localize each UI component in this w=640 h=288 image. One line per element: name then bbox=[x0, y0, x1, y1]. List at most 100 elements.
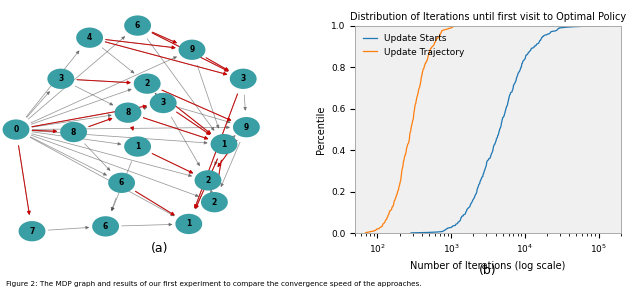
FancyArrowPatch shape bbox=[32, 105, 146, 127]
FancyArrowPatch shape bbox=[31, 57, 177, 123]
Update Trajectory bbox=[411, 108, 419, 111]
FancyArrowPatch shape bbox=[160, 94, 211, 133]
Line: Update Starts: Update Starts bbox=[411, 26, 604, 233]
Circle shape bbox=[92, 216, 119, 236]
Circle shape bbox=[19, 221, 45, 241]
FancyArrowPatch shape bbox=[143, 118, 207, 139]
FancyArrowPatch shape bbox=[32, 114, 111, 127]
Update Starts bbox=[498, 119, 506, 123]
Text: Figure 2: The MDP graph and results of our first experiment to compare the conve: Figure 2: The MDP graph and results of o… bbox=[6, 281, 422, 287]
Legend: Update Starts, Update Trajectory: Update Starts, Update Trajectory bbox=[360, 31, 468, 60]
FancyArrowPatch shape bbox=[197, 65, 219, 128]
Text: 1: 1 bbox=[135, 142, 140, 151]
FancyArrowPatch shape bbox=[26, 51, 79, 117]
Circle shape bbox=[201, 192, 228, 212]
FancyArrowPatch shape bbox=[89, 118, 112, 127]
Circle shape bbox=[108, 173, 135, 193]
FancyArrowPatch shape bbox=[28, 37, 125, 119]
Text: (b): (b) bbox=[479, 264, 497, 276]
Circle shape bbox=[211, 134, 237, 154]
FancyArrowPatch shape bbox=[221, 142, 240, 186]
FancyArrowPatch shape bbox=[19, 146, 30, 214]
Update Trajectory bbox=[451, 24, 458, 28]
FancyArrowPatch shape bbox=[162, 90, 231, 120]
FancyArrowPatch shape bbox=[211, 190, 213, 193]
Circle shape bbox=[47, 69, 74, 89]
FancyArrowPatch shape bbox=[195, 94, 237, 208]
FancyArrowPatch shape bbox=[105, 42, 227, 75]
FancyArrowPatch shape bbox=[143, 107, 147, 110]
Text: 4: 4 bbox=[87, 33, 92, 42]
FancyArrowPatch shape bbox=[31, 137, 106, 175]
FancyArrowPatch shape bbox=[77, 80, 130, 84]
Circle shape bbox=[195, 170, 221, 191]
FancyArrowPatch shape bbox=[152, 32, 176, 43]
FancyArrowPatch shape bbox=[32, 132, 121, 145]
FancyArrowPatch shape bbox=[32, 130, 56, 132]
Circle shape bbox=[179, 40, 205, 60]
Text: 2: 2 bbox=[145, 79, 150, 88]
Y-axis label: Percentile: Percentile bbox=[316, 105, 326, 154]
FancyArrowPatch shape bbox=[136, 191, 174, 215]
Update Trajectory bbox=[406, 132, 413, 135]
FancyArrowPatch shape bbox=[152, 33, 228, 71]
Text: 8: 8 bbox=[125, 108, 131, 117]
FancyArrowPatch shape bbox=[31, 89, 131, 124]
FancyArrowPatch shape bbox=[152, 154, 193, 173]
Text: 2: 2 bbox=[212, 198, 217, 207]
FancyArrowPatch shape bbox=[31, 135, 198, 197]
FancyArrowPatch shape bbox=[172, 117, 200, 166]
FancyArrowPatch shape bbox=[218, 140, 237, 166]
FancyArrowPatch shape bbox=[244, 95, 246, 110]
FancyArrowPatch shape bbox=[32, 130, 56, 132]
FancyArrowPatch shape bbox=[196, 159, 218, 208]
FancyArrowPatch shape bbox=[162, 90, 230, 120]
Update Starts bbox=[495, 132, 502, 135]
FancyArrowPatch shape bbox=[32, 134, 191, 177]
FancyArrowPatch shape bbox=[112, 162, 132, 211]
FancyArrowPatch shape bbox=[195, 94, 237, 208]
FancyArrowPatch shape bbox=[111, 198, 116, 210]
FancyArrowPatch shape bbox=[19, 146, 30, 214]
Circle shape bbox=[233, 117, 260, 137]
FancyArrowPatch shape bbox=[106, 39, 175, 49]
Update Starts bbox=[518, 62, 526, 65]
FancyArrowPatch shape bbox=[77, 80, 130, 84]
FancyArrowPatch shape bbox=[143, 118, 208, 139]
Title: Distribution of Iterations until first visit to Optimal Policy: Distribution of Iterations until first v… bbox=[350, 12, 626, 22]
FancyArrowPatch shape bbox=[196, 195, 202, 208]
Update Starts bbox=[552, 29, 559, 33]
FancyArrowPatch shape bbox=[27, 92, 49, 118]
Text: 2: 2 bbox=[205, 176, 211, 185]
FancyArrowPatch shape bbox=[216, 160, 221, 185]
FancyArrowPatch shape bbox=[152, 33, 228, 71]
Text: 8: 8 bbox=[71, 128, 76, 137]
FancyArrowPatch shape bbox=[32, 126, 229, 129]
FancyArrowPatch shape bbox=[48, 226, 88, 230]
FancyArrowPatch shape bbox=[102, 48, 134, 73]
FancyArrowPatch shape bbox=[160, 94, 211, 134]
FancyArrowPatch shape bbox=[76, 86, 113, 105]
FancyArrowPatch shape bbox=[177, 112, 210, 134]
FancyArrowPatch shape bbox=[106, 39, 175, 49]
Text: 3: 3 bbox=[241, 74, 246, 83]
FancyArrowPatch shape bbox=[216, 160, 221, 185]
FancyArrowPatch shape bbox=[206, 58, 228, 70]
FancyArrowPatch shape bbox=[84, 144, 110, 170]
Circle shape bbox=[134, 73, 161, 94]
Line: Update Trajectory: Update Trajectory bbox=[365, 26, 454, 233]
Circle shape bbox=[115, 103, 141, 123]
Text: 1: 1 bbox=[186, 219, 191, 228]
FancyArrowPatch shape bbox=[177, 112, 210, 134]
Update Starts bbox=[407, 231, 415, 235]
FancyArrowPatch shape bbox=[131, 127, 134, 130]
FancyArrowPatch shape bbox=[136, 191, 174, 215]
FancyArrowPatch shape bbox=[131, 127, 133, 130]
Update Trajectory bbox=[406, 133, 413, 136]
Update Starts bbox=[600, 24, 608, 28]
FancyArrowPatch shape bbox=[30, 137, 174, 216]
Text: 3: 3 bbox=[161, 98, 166, 107]
FancyArrowPatch shape bbox=[32, 105, 147, 127]
FancyArrowPatch shape bbox=[232, 136, 235, 139]
Text: 1: 1 bbox=[221, 140, 227, 149]
